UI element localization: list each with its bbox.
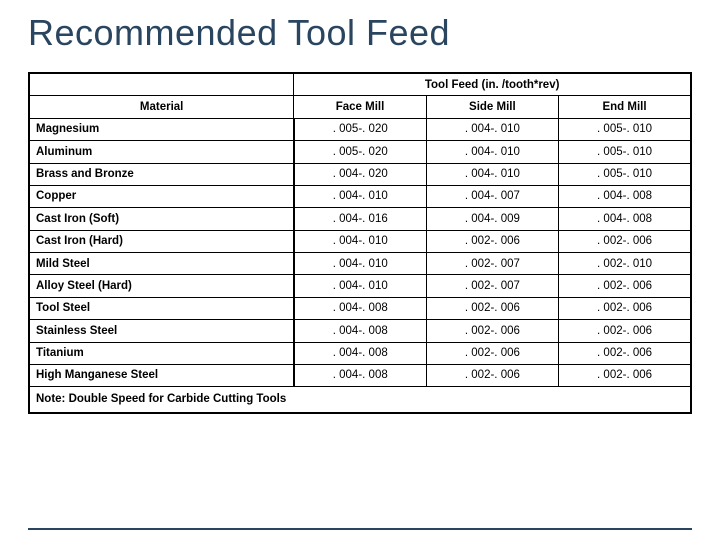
table-row: High Manganese Steel. 004-. 008. 002-. 0…	[29, 364, 691, 386]
table-row: Cast Iron (Soft). 004-. 016. 004-. 009. …	[29, 208, 691, 230]
end-mill-cell: . 002-. 006	[559, 320, 691, 342]
material-cell: High Manganese Steel	[29, 364, 294, 386]
material-cell: Magnesium	[29, 118, 294, 140]
face-mill-cell: . 004-. 008	[294, 320, 426, 342]
material-cell: Mild Steel	[29, 253, 294, 275]
col-header-side-mill: Side Mill	[426, 96, 558, 118]
table-row: Stainless Steel. 004-. 008. 002-. 006. 0…	[29, 320, 691, 342]
table-row: Copper. 004-. 010. 004-. 007. 004-. 008	[29, 185, 691, 207]
table-note: Note: Double Speed for Carbide Cutting T…	[29, 387, 691, 413]
face-mill-cell: . 004-. 010	[294, 230, 426, 252]
side-mill-cell: . 002-. 006	[426, 230, 558, 252]
blank-header-cell	[29, 73, 294, 96]
material-cell: Cast Iron (Hard)	[29, 230, 294, 252]
material-cell: Copper	[29, 185, 294, 207]
table-row: Mild Steel. 004-. 010. 002-. 007. 002-. …	[29, 253, 691, 275]
side-mill-cell: . 002-. 007	[426, 253, 558, 275]
face-mill-cell: . 004-. 010	[294, 185, 426, 207]
end-mill-cell: . 002-. 006	[559, 342, 691, 364]
side-mill-cell: . 004-. 010	[426, 141, 558, 163]
end-mill-cell: . 002-. 006	[559, 230, 691, 252]
feed-table: Tool Feed (in. /tooth*rev) Material Face…	[28, 72, 692, 414]
table-header-row-1: Tool Feed (in. /tooth*rev)	[29, 73, 691, 96]
end-mill-cell: . 005-. 010	[559, 118, 691, 140]
end-mill-cell: . 002-. 006	[559, 275, 691, 297]
side-mill-cell: . 002-. 006	[426, 320, 558, 342]
side-mill-cell: . 004-. 010	[426, 163, 558, 185]
material-cell: Stainless Steel	[29, 320, 294, 342]
material-cell: Alloy Steel (Hard)	[29, 275, 294, 297]
face-mill-cell: . 004-. 010	[294, 275, 426, 297]
face-mill-cell: . 004-. 016	[294, 208, 426, 230]
col-header-material: Material	[29, 96, 294, 118]
end-mill-cell: . 002-. 006	[559, 364, 691, 386]
end-mill-cell: . 004-. 008	[559, 208, 691, 230]
table-row: Tool Steel. 004-. 008. 002-. 006. 002-. …	[29, 297, 691, 319]
side-mill-cell: . 004-. 010	[426, 118, 558, 140]
material-cell: Brass and Bronze	[29, 163, 294, 185]
table-row: Aluminum. 005-. 020. 004-. 010. 005-. 01…	[29, 141, 691, 163]
end-mill-cell: . 005-. 010	[559, 163, 691, 185]
face-mill-cell: . 004-. 008	[294, 342, 426, 364]
col-header-end-mill: End Mill	[559, 96, 691, 118]
side-mill-cell: . 002-. 007	[426, 275, 558, 297]
col-header-face-mill: Face Mill	[294, 96, 426, 118]
material-cell: Cast Iron (Soft)	[29, 208, 294, 230]
table-row: Alloy Steel (Hard). 004-. 010. 002-. 007…	[29, 275, 691, 297]
end-mill-cell: . 005-. 010	[559, 141, 691, 163]
face-mill-cell: . 004-. 008	[294, 364, 426, 386]
side-mill-cell: . 002-. 006	[426, 364, 558, 386]
table-note-row: Note: Double Speed for Carbide Cutting T…	[29, 387, 691, 413]
table-row: Cast Iron (Hard). 004-. 010. 002-. 006. …	[29, 230, 691, 252]
footer-accent-line	[28, 528, 692, 530]
side-mill-cell: . 002-. 006	[426, 297, 558, 319]
end-mill-cell: . 004-. 008	[559, 185, 691, 207]
face-mill-cell: . 005-. 020	[294, 141, 426, 163]
table-row: Magnesium. 005-. 020. 004-. 010. 005-. 0…	[29, 118, 691, 140]
face-mill-cell: . 004-. 010	[294, 253, 426, 275]
end-mill-cell: . 002-. 010	[559, 253, 691, 275]
face-mill-cell: . 004-. 020	[294, 163, 426, 185]
table-row: Titanium. 004-. 008. 002-. 006. 002-. 00…	[29, 342, 691, 364]
face-mill-cell: . 005-. 020	[294, 118, 426, 140]
side-mill-cell: . 004-. 007	[426, 185, 558, 207]
material-cell: Tool Steel	[29, 297, 294, 319]
face-mill-cell: . 004-. 008	[294, 297, 426, 319]
side-mill-cell: . 002-. 006	[426, 342, 558, 364]
table-row: Brass and Bronze. 004-. 020. 004-. 010. …	[29, 163, 691, 185]
table-header-row-2: Material Face Mill Side Mill End Mill	[29, 96, 691, 118]
page-title: Recommended Tool Feed	[28, 12, 692, 54]
side-mill-cell: . 004-. 009	[426, 208, 558, 230]
end-mill-cell: . 002-. 006	[559, 297, 691, 319]
spanner-header: Tool Feed (in. /tooth*rev)	[294, 73, 691, 96]
material-cell: Aluminum	[29, 141, 294, 163]
material-cell: Titanium	[29, 342, 294, 364]
